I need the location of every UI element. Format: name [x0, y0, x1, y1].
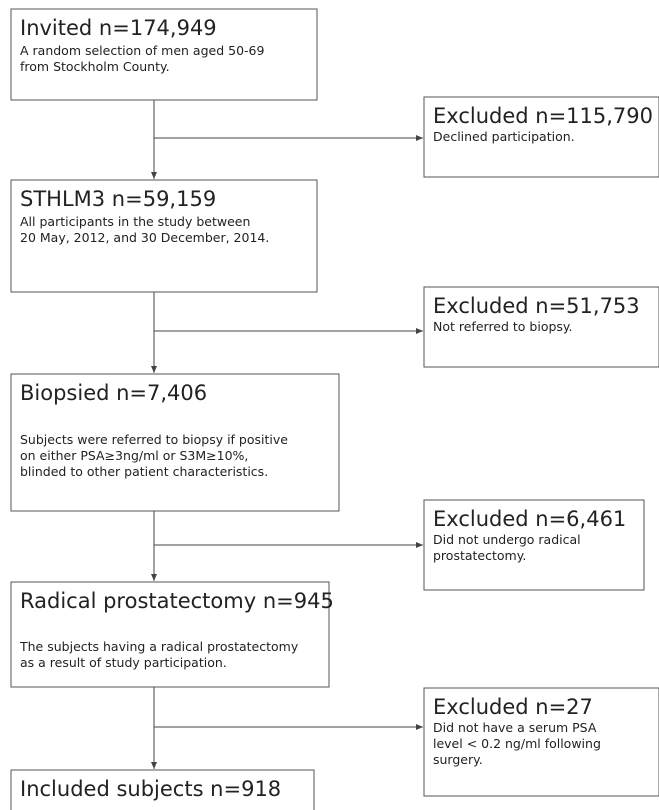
excluded-node-text: level < 0.2 ng/ml following [433, 736, 601, 751]
excluded-node-text: Did not have a serum PSA [433, 720, 597, 735]
excluded-node [423, 499, 645, 591]
excluded-node-text: surgery. [433, 752, 483, 767]
node-text: on either PSA≥3ng/ml or S3M≥10%, [20, 448, 248, 463]
excluded-node-text: Not referred to biopsy. [433, 319, 573, 334]
node-title: Radical prostatectomy n=945 [20, 589, 334, 613]
node-text: All participants in the study between [20, 214, 250, 229]
node [10, 373, 340, 512]
node-title: Invited n=174,949 [20, 16, 217, 40]
excluded-node-text: Declined participation. [433, 129, 575, 144]
excluded-node-title: Excluded n=27 [433, 695, 593, 719]
node-title: Included subjects n=918 [20, 777, 281, 801]
node-text: from Stockholm County. [20, 59, 170, 74]
node [10, 581, 330, 688]
excluded-node-title: Excluded n=6,461 [433, 507, 626, 531]
node-text: as a result of study participation. [20, 655, 227, 670]
node-text: A random selection of men aged 50-69 [20, 43, 264, 58]
excluded-node-text: Did not undergo radical [433, 532, 581, 547]
node [10, 769, 315, 810]
node-text: blinded to other patient characteristics… [20, 464, 268, 479]
excluded-node [423, 96, 659, 178]
excluded-node-title: Excluded n=51,753 [433, 294, 640, 318]
node [10, 179, 318, 293]
node-text: 20 May, 2012, and 30 December, 2014. [20, 230, 269, 245]
node-title: Biopsied n=7,406 [20, 381, 207, 405]
node-text: Subjects were referred to biopsy if posi… [20, 432, 288, 447]
node-text: The subjects having a radical prostatect… [19, 639, 299, 654]
node-title: STHLM3 n=59,159 [20, 187, 216, 211]
excluded-node-title: Excluded n=115,790 [433, 104, 653, 128]
excluded-node [423, 286, 659, 368]
excluded-node [423, 687, 659, 797]
excluded-node-text: prostatectomy. [433, 548, 526, 563]
node [10, 8, 318, 101]
